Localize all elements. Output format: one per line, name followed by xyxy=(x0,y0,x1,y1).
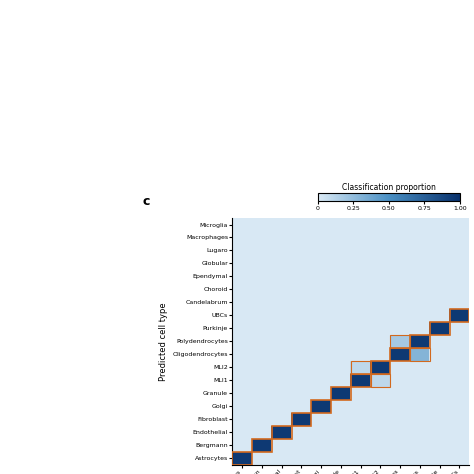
Text: c: c xyxy=(142,195,150,208)
Bar xyxy=(410,348,430,361)
Bar xyxy=(449,309,469,322)
Bar xyxy=(371,361,390,374)
Bar xyxy=(390,348,410,361)
Bar xyxy=(371,374,390,387)
Bar xyxy=(390,335,410,348)
Bar xyxy=(410,335,430,348)
Bar xyxy=(272,426,292,438)
Bar xyxy=(292,413,311,426)
Bar xyxy=(232,452,252,465)
Bar xyxy=(430,322,449,335)
Bar xyxy=(351,361,371,374)
Bar xyxy=(311,400,331,413)
Title: Classification proportion: Classification proportion xyxy=(342,183,436,192)
Y-axis label: Predicted cell type: Predicted cell type xyxy=(159,302,168,381)
Bar xyxy=(331,387,351,400)
Bar xyxy=(252,438,272,452)
Bar xyxy=(351,374,371,387)
